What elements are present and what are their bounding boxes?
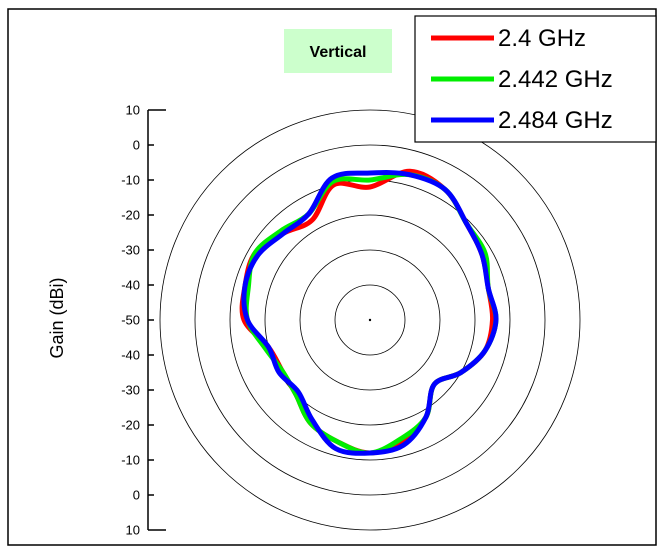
grid-ring <box>299 249 441 391</box>
grid-ring <box>159 109 581 531</box>
legend-items: 2.4 GHz 2.442 GHz 2.484 GHz <box>431 25 613 134</box>
legend-label: 2.4 GHz <box>498 25 586 52</box>
y-axis-scale: 10 0 -10 -20 -30 -40 -50 -40 -30 -20 -10 0 10 <box>121 103 166 538</box>
grid-ring <box>334 284 406 356</box>
y-tick-label: 0 <box>133 138 140 153</box>
legend: 2.4 GHz 2.442 GHz 2.484 GHz <box>414 15 657 143</box>
y-tick-label: 10 <box>126 103 140 118</box>
y-tick-label: -30 <box>121 383 140 398</box>
y-tick-label: -10 <box>121 453 140 468</box>
y-tick-label: -50 <box>121 313 140 328</box>
y-tick-label: -40 <box>121 278 140 293</box>
grid-ring <box>264 214 476 426</box>
y-axis-title: Gain (dBi) <box>47 277 67 358</box>
legend-label: 2.484 GHz <box>498 107 613 134</box>
chart-title-text: Vertical <box>310 44 367 61</box>
legend-label: 2.442 GHz <box>498 66 613 93</box>
y-tick-label: -20 <box>121 208 140 223</box>
y-tick-label: 10 <box>126 523 140 538</box>
y-tick-label: 0 <box>133 488 140 503</box>
y-tick-label: -30 <box>121 243 140 258</box>
center-dot <box>368 318 372 322</box>
y-tick-label: -40 <box>121 348 140 363</box>
polar-grid-rings <box>159 109 581 531</box>
series-group <box>239 168 499 456</box>
grid-ring <box>194 144 546 496</box>
chart-title-background <box>284 29 392 73</box>
y-tick-label: -20 <box>121 418 140 433</box>
chart-title: Vertical <box>284 29 392 73</box>
series-line <box>241 170 499 456</box>
y-tick-label: -10 <box>121 173 140 188</box>
